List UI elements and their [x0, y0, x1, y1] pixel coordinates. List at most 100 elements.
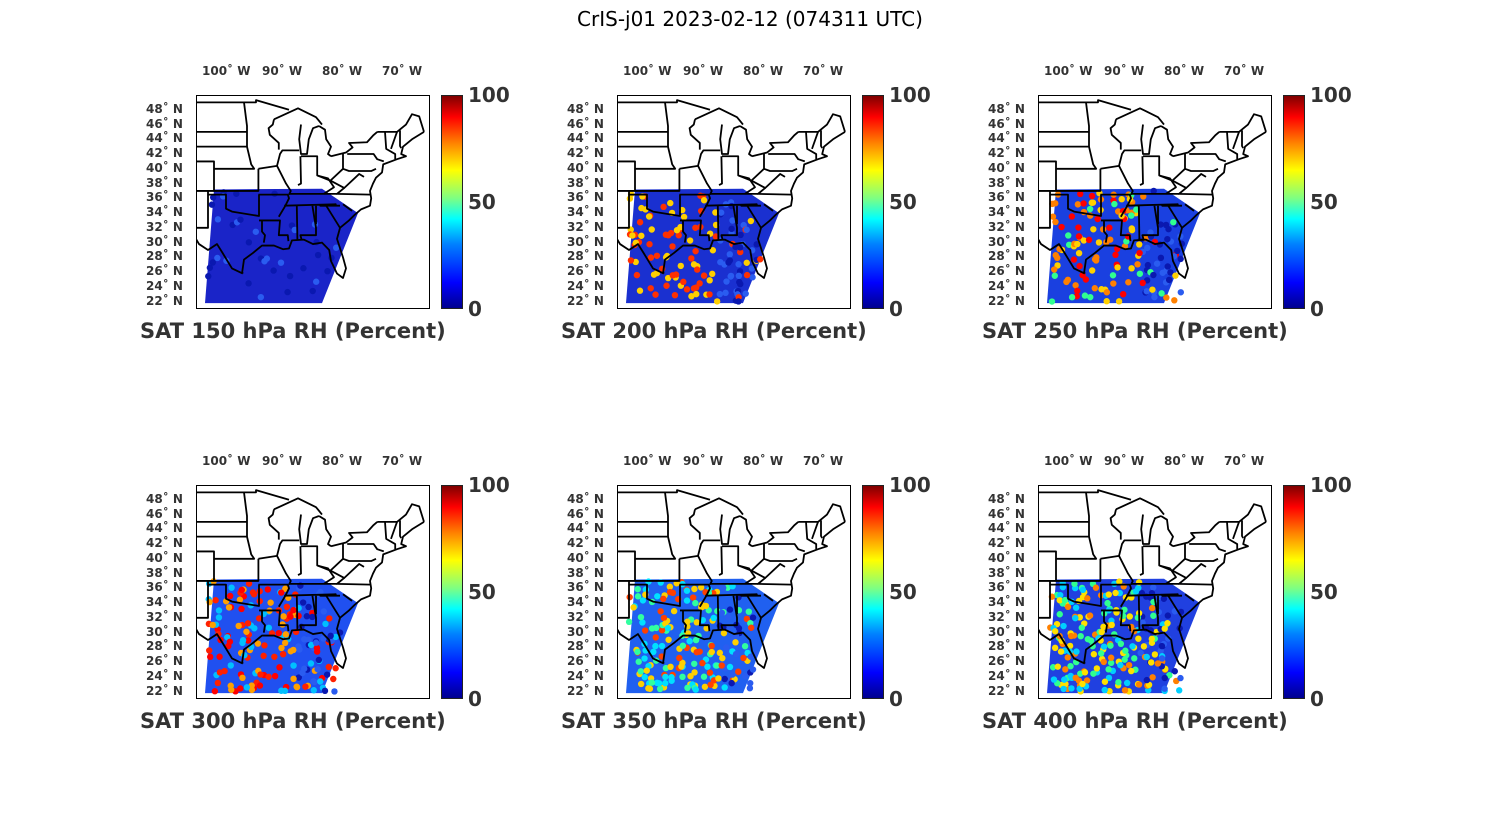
footprint-dot	[677, 223, 684, 231]
footprint-dot	[290, 646, 297, 654]
longitude-tick-label: 70˚ W	[1224, 64, 1265, 78]
footprint-dot	[1080, 200, 1087, 207]
boundary-line	[318, 125, 332, 157]
map-panel-300: 100˚ W 90˚ W 80˚ W 70˚ W 48˚ N 46˚ N 44˚ N 42˚ …	[140, 454, 510, 733]
boundary-line	[399, 130, 402, 149]
colorbar-tick-label: 50	[468, 190, 496, 214]
footprint-dot	[1162, 221, 1170, 229]
footprint-dot	[1070, 256, 1078, 263]
latitude-tick-label: 42˚ N	[567, 146, 604, 161]
boundary-line	[258, 554, 292, 586]
footprint-dot	[1139, 279, 1146, 287]
footprint-dot	[737, 280, 744, 288]
colorbar-tick-label: 0	[1310, 297, 1324, 321]
footprint-dot	[647, 285, 654, 292]
boundary-line	[377, 113, 425, 133]
footprint-dot	[312, 639, 320, 646]
footprint-dot	[706, 669, 714, 676]
footprint-dot	[1136, 249, 1143, 257]
boundary-line	[1083, 131, 1267, 279]
boundary-line	[1038, 99, 1132, 111]
boundary-line	[1184, 593, 1195, 602]
footprint-dot	[1092, 584, 1100, 591]
footprint-dot	[1093, 665, 1101, 672]
footprint-dot	[660, 595, 667, 603]
footprint-dot	[1088, 199, 1095, 206]
footprint-dot	[279, 650, 287, 658]
boundary-line	[757, 577, 792, 586]
latitude-tick-label: 38˚ N	[567, 175, 604, 190]
footprint-dot	[1064, 603, 1072, 611]
footprint-dot	[1174, 247, 1181, 255]
footprint-dot	[1123, 679, 1131, 687]
footprint-dot	[282, 631, 290, 638]
footprint-dot	[692, 284, 700, 291]
footprint-dot	[1078, 624, 1085, 631]
boundary-line	[207, 580, 260, 607]
footprint-dot	[212, 597, 219, 604]
footprint-dot	[271, 653, 278, 660]
footprint-dot	[1103, 298, 1110, 305]
map-plot-area	[196, 485, 430, 699]
footprint-dot	[1074, 240, 1081, 248]
footprint-dot	[683, 597, 691, 604]
boundary-line	[1158, 564, 1177, 585]
footprint-dot	[746, 684, 754, 692]
footprint-dot	[210, 194, 217, 201]
boundary-line	[342, 557, 377, 562]
latitude-tick-label: 26˚ N	[146, 264, 183, 279]
footprint-dot	[1137, 649, 1144, 657]
latitude-tick-label: 28˚ N	[988, 249, 1025, 264]
colorbar-tick-label: 100	[1310, 83, 1352, 107]
footprint-dot	[324, 267, 331, 275]
footprint-dot	[1050, 676, 1058, 683]
footprint-dot	[209, 259, 216, 266]
latitude-tick-label: 46˚ N	[146, 116, 183, 131]
boundary-line	[273, 497, 323, 516]
footprint-dot	[1083, 677, 1091, 684]
footprint-dot	[1111, 200, 1118, 208]
footprint-dot	[309, 613, 316, 621]
boundary-line	[276, 149, 300, 167]
footprint-dot	[683, 587, 691, 594]
footprint-dot	[725, 613, 732, 621]
footprint-dot	[1151, 651, 1159, 658]
footprint-dot	[310, 687, 317, 694]
footprint-dot	[1148, 635, 1156, 643]
boundary-line	[284, 593, 340, 597]
footprint-dot	[1128, 667, 1135, 675]
boundary-line	[1178, 187, 1213, 196]
boundary-line	[295, 205, 299, 240]
footprint-dot	[1177, 289, 1185, 296]
footprint-dot	[1088, 192, 1096, 200]
footprint-dot	[708, 642, 715, 650]
footprint-dot	[639, 619, 646, 626]
boundary-line	[342, 593, 353, 602]
footprint-dot	[287, 613, 294, 620]
footprint-dot	[260, 652, 267, 660]
footprint-dot	[1076, 685, 1083, 692]
footprint-dot	[1171, 297, 1178, 304]
footprint-dot	[726, 606, 734, 613]
footprint-dot	[667, 199, 674, 207]
footprint-dot	[718, 662, 725, 669]
footprint-dot	[1075, 249, 1083, 257]
latitude-tick-label: 48˚ N	[567, 101, 604, 116]
boundary-line	[342, 203, 353, 212]
footprint-dot	[742, 672, 749, 680]
colorbar-tick-label: 100	[468, 83, 510, 107]
latitude-tick-label: 24˚ N	[146, 278, 183, 293]
boundary-line	[683, 219, 711, 242]
footprint-dot	[1158, 642, 1166, 650]
latitude-tick-label: 36˚ N	[146, 580, 183, 595]
footprint-dot	[244, 637, 252, 644]
colorbar-tick-label: 50	[1310, 190, 1338, 214]
footprint-dot	[740, 654, 747, 662]
footprint-dot	[243, 684, 251, 691]
footprint-dot	[282, 585, 289, 592]
boundary-line	[680, 609, 687, 633]
footprint-dot	[1151, 293, 1158, 301]
boundary-line	[705, 593, 761, 597]
boundary-line	[1104, 219, 1132, 242]
footprint-dot	[748, 265, 756, 272]
